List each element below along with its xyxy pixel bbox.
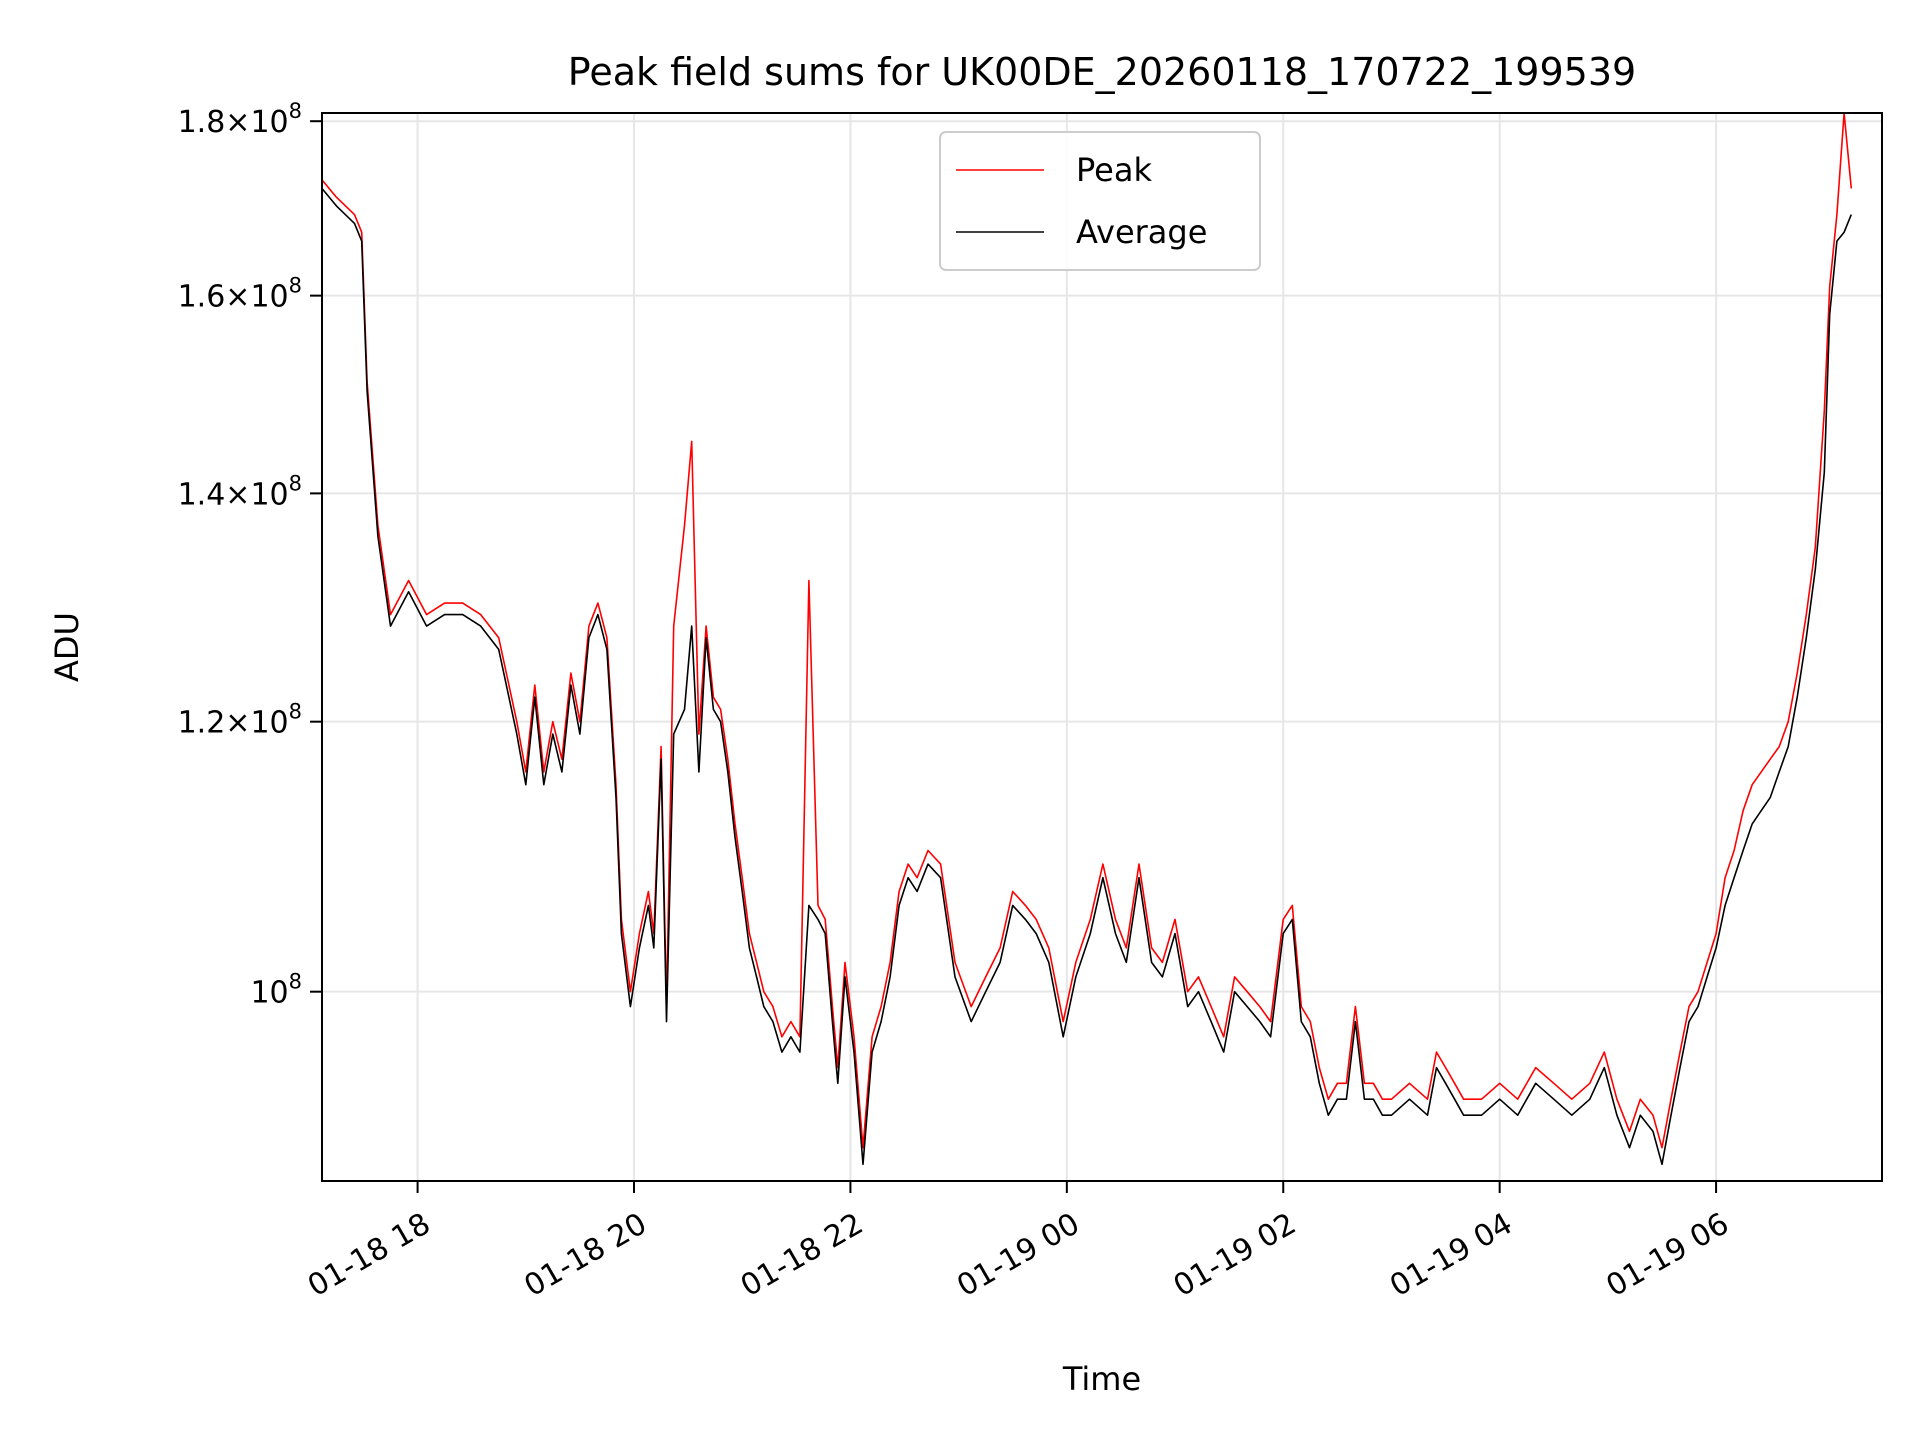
y-tick-base: 10 xyxy=(250,976,288,1011)
x-axis-label: Time xyxy=(1062,1360,1141,1398)
y-tick-base: 10 xyxy=(250,706,288,741)
y-tick-mantissa: 1.8× xyxy=(178,105,251,140)
y-tick-mantissa: 1.4× xyxy=(178,477,251,512)
y-tick-label: 1.6×108 xyxy=(178,274,302,315)
chart-title: Peak field sums for UK00DE_20260118_1707… xyxy=(568,50,1636,94)
legend-label-peak: Peak xyxy=(1076,151,1152,189)
y-tick-base: 10 xyxy=(250,105,288,140)
y-tick-label: 1.2×108 xyxy=(178,700,302,741)
y-tick-exponent: 8 xyxy=(289,471,302,495)
y-tick-exponent: 8 xyxy=(289,970,302,994)
y-tick-exponent: 8 xyxy=(289,99,302,123)
plot-frame xyxy=(321,112,1883,1182)
y-axis-label: ADU xyxy=(48,612,86,682)
grid-layer xyxy=(322,113,1882,1181)
y-tick-exponent: 8 xyxy=(289,274,302,298)
y-tick-label: 1.4×108 xyxy=(178,471,302,512)
y-tick-mantissa: 1.2× xyxy=(178,706,251,741)
legend-box xyxy=(939,131,1261,271)
y-tick-base: 10 xyxy=(250,477,288,512)
series-layer xyxy=(322,113,1853,1166)
legend-label-average: Average xyxy=(1076,213,1207,251)
y-tick-exponent: 8 xyxy=(289,700,302,724)
y-tick-label: 108 xyxy=(250,970,302,1011)
legend-entries: Peak Average xyxy=(956,151,1207,251)
y-tick-label: 1.8×108 xyxy=(178,99,302,140)
y-tick-base: 10 xyxy=(250,280,288,315)
series-line-average xyxy=(322,187,1853,1166)
legend: Peak Average xyxy=(939,131,1261,271)
y-tick-mantissa: 1.6× xyxy=(178,280,251,315)
